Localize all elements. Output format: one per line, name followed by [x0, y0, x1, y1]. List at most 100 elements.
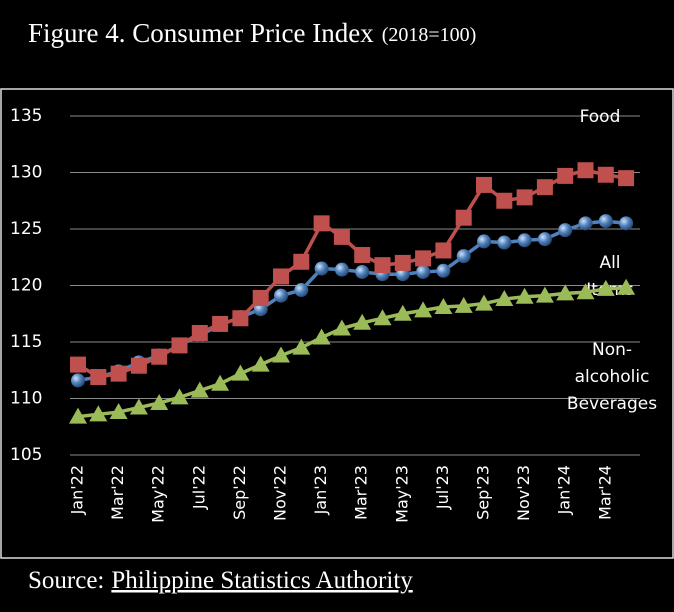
marker [597, 166, 614, 183]
marker [435, 242, 452, 259]
series-label-line: Beverages [567, 394, 657, 414]
marker [252, 289, 269, 306]
marker [596, 279, 615, 296]
marker [455, 209, 472, 226]
marker [619, 216, 634, 231]
x-tick-label: Nov'22 [271, 465, 290, 521]
marker [475, 294, 493, 311]
subtitle: (2018=100) [382, 24, 477, 46]
marker [557, 167, 574, 184]
marker [354, 246, 371, 263]
y-tick-label: 115 [10, 332, 42, 352]
x-tick-label: Jul'22 [189, 465, 208, 510]
series-label-line: alcoholic [575, 367, 650, 387]
x-tick-label: Mar'24 [595, 465, 614, 520]
marker [110, 365, 127, 382]
y-tick-label: 105 [10, 445, 42, 465]
y-tick-label: 120 [10, 276, 42, 296]
marker [515, 287, 534, 304]
marker [312, 328, 331, 345]
marker [535, 286, 554, 303]
marker [496, 192, 513, 209]
marker [578, 216, 593, 231]
y-tick-label: 125 [10, 219, 42, 239]
marker [497, 235, 512, 250]
marker [273, 268, 289, 285]
marker [456, 249, 471, 264]
marker [69, 407, 87, 424]
marker [558, 223, 573, 238]
marker [598, 214, 613, 229]
marker [333, 228, 350, 245]
marker [556, 284, 575, 301]
marker [355, 264, 370, 279]
marker [517, 233, 532, 248]
marker [313, 215, 330, 232]
marker [232, 310, 249, 327]
marker [476, 176, 492, 193]
x-tick-label: Mar'22 [108, 465, 127, 520]
marker [353, 313, 372, 330]
x-tick-label: Mar'23 [352, 465, 371, 520]
marker [71, 373, 85, 388]
marker [373, 309, 392, 326]
marker [170, 388, 189, 405]
x-tick-label: Jan'24 [555, 465, 574, 515]
marker [292, 338, 311, 355]
marker [272, 346, 290, 363]
x-tick-label: Jan'23 [311, 465, 330, 515]
x-tick-label: Jan'22 [68, 465, 87, 515]
title-text: Figure 4. Consumer Price Index [28, 18, 374, 48]
marker [294, 283, 309, 298]
series-label-line: All [599, 253, 620, 273]
marker [617, 278, 636, 295]
marker [151, 348, 168, 365]
marker [90, 369, 107, 386]
marker [332, 319, 351, 336]
marker [537, 232, 552, 247]
y-tick-label: 135 [10, 106, 42, 126]
x-tick-label: Nov'23 [514, 465, 533, 521]
marker [191, 324, 208, 341]
marker [415, 250, 432, 267]
marker [434, 297, 453, 314]
series-line [77, 168, 627, 379]
marker [109, 403, 128, 420]
marker [171, 337, 188, 354]
series-label: Non-alcoholic Beverages [567, 340, 657, 414]
source: Source: Philippine Statistics Authority [28, 567, 413, 594]
x-tick-label: May'23 [392, 465, 411, 523]
marker [212, 315, 229, 332]
series-label: Food [580, 107, 621, 127]
source-link[interactable]: Philippine Statistics Authority [111, 567, 413, 594]
marker [211, 374, 230, 391]
marker [129, 398, 148, 415]
x-tick-label: Jul'23 [433, 465, 452, 510]
chart-title: Figure 4. Consumer Price Index (2018=100) [28, 18, 476, 48]
chart-frame [0, 88, 674, 559]
series-label-line: Non- [592, 340, 632, 360]
y-tick-label: 130 [10, 163, 42, 183]
marker [190, 381, 209, 398]
marker [393, 304, 412, 321]
marker [495, 290, 514, 307]
marker [150, 394, 169, 411]
marker [130, 357, 147, 374]
marker [70, 356, 86, 373]
marker [477, 234, 491, 249]
marker [231, 364, 250, 381]
marker [436, 263, 451, 278]
marker [618, 170, 635, 187]
marker [536, 179, 553, 196]
marker [334, 262, 349, 277]
x-tick-label: May'22 [149, 465, 168, 523]
marker [577, 162, 594, 179]
marker [516, 189, 533, 206]
marker [454, 296, 473, 313]
marker [416, 264, 431, 279]
series-line [77, 286, 627, 419]
marker [414, 301, 433, 318]
marker [314, 261, 329, 276]
